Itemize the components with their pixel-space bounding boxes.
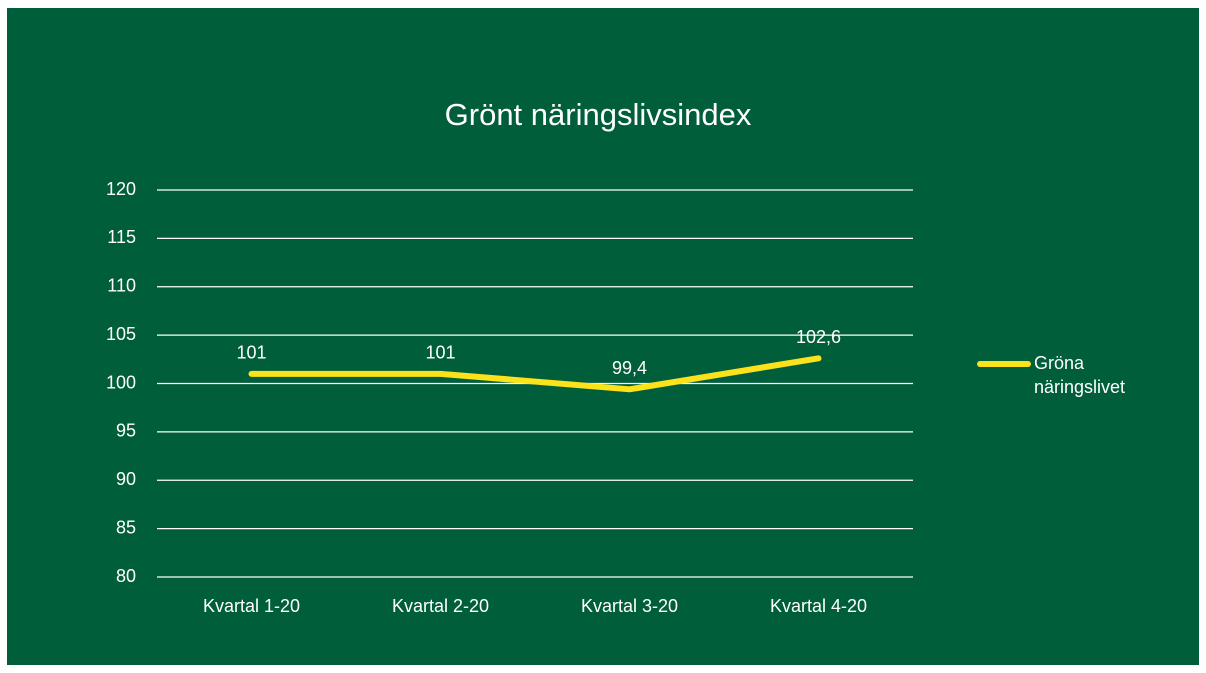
chart-title: Grönt näringslivsindex bbox=[445, 97, 752, 132]
legend-label: Gröna näringslivet bbox=[1034, 353, 1126, 397]
y-tick-label: 85 bbox=[116, 517, 136, 537]
y-tick-label: 115 bbox=[107, 227, 136, 247]
x-tick-label: Kvartal 2-20 bbox=[392, 596, 489, 616]
y-tick-label: 110 bbox=[107, 276, 136, 296]
y-tick-label: 80 bbox=[116, 566, 136, 586]
y-tick-label: 100 bbox=[106, 372, 136, 392]
x-tick-label: Kvartal 1-20 bbox=[203, 596, 300, 616]
y-tick-label: 105 bbox=[106, 324, 136, 344]
y-tick-label: 90 bbox=[116, 469, 136, 489]
x-tick-label: Kvartal 3-20 bbox=[581, 596, 678, 616]
chart-background bbox=[7, 8, 1199, 665]
x-tick-label: Kvartal 4-20 bbox=[770, 596, 867, 616]
data-line bbox=[248, 355, 822, 393]
y-tick-label: 95 bbox=[116, 421, 136, 441]
data-label: 101 bbox=[236, 343, 266, 363]
data-label: 102,6 bbox=[796, 327, 841, 347]
y-tick-label: 120 bbox=[106, 179, 136, 199]
data-label: 101 bbox=[425, 343, 455, 363]
data-label: 99,4 bbox=[612, 358, 647, 378]
